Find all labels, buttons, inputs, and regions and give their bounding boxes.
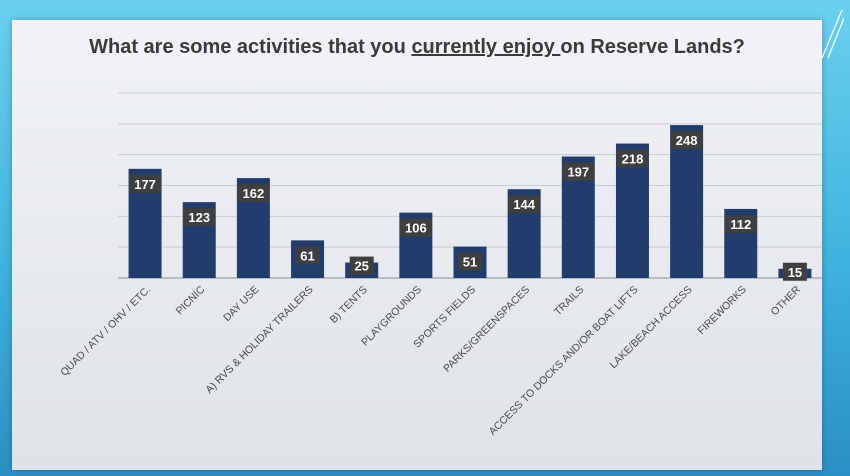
- title-part-2: on Reserve Lands?: [560, 36, 745, 58]
- data-label: 51: [463, 255, 477, 270]
- category-label: QUAD / ATV / OHV / ETC.: [58, 284, 153, 379]
- data-label-box: [508, 195, 541, 214]
- data-label: 106: [405, 221, 427, 236]
- data-label-box: [295, 246, 320, 265]
- data-label-box: [616, 149, 649, 168]
- corner-decoration-icon: [821, 9, 844, 59]
- data-label-box: [399, 218, 432, 237]
- category-label: FIREWORKS: [695, 284, 748, 337]
- data-label: 197: [567, 165, 589, 180]
- data-label-box: [562, 162, 595, 181]
- data-label-box: [458, 252, 482, 271]
- bar: [670, 125, 704, 278]
- category-label: PICNIC: [174, 283, 208, 317]
- chart-title: What are some activities that you curren…: [72, 34, 762, 60]
- category-label: A) RVS & HOLIDAY TRAILERS: [203, 284, 315, 396]
- category-label: B) TENTS: [328, 284, 370, 326]
- data-label: 15: [788, 265, 802, 280]
- data-label-box: [724, 214, 757, 233]
- data-label: 218: [622, 152, 644, 167]
- data-label-box: [670, 131, 703, 150]
- title-underlined: currently enjoy: [411, 36, 561, 58]
- category-label: OTHER: [769, 283, 804, 318]
- data-label: 25: [354, 259, 368, 274]
- category-label: DAY USE: [221, 284, 261, 324]
- data-label: 248: [676, 133, 698, 148]
- data-label-box: [129, 174, 162, 193]
- data-label: 144: [513, 197, 535, 212]
- data-label: 123: [188, 210, 210, 225]
- data-label-box: [237, 184, 270, 203]
- data-label: 61: [300, 248, 314, 263]
- category-label: TRAILS: [552, 284, 586, 318]
- title-part-1: What are some activities that you: [89, 36, 412, 58]
- data-label: 177: [134, 177, 156, 192]
- data-label-box: [349, 256, 374, 275]
- data-label-box: [183, 208, 216, 227]
- data-label: 112: [730, 217, 751, 232]
- data-label-box: [782, 262, 807, 281]
- data-label: 162: [243, 186, 265, 201]
